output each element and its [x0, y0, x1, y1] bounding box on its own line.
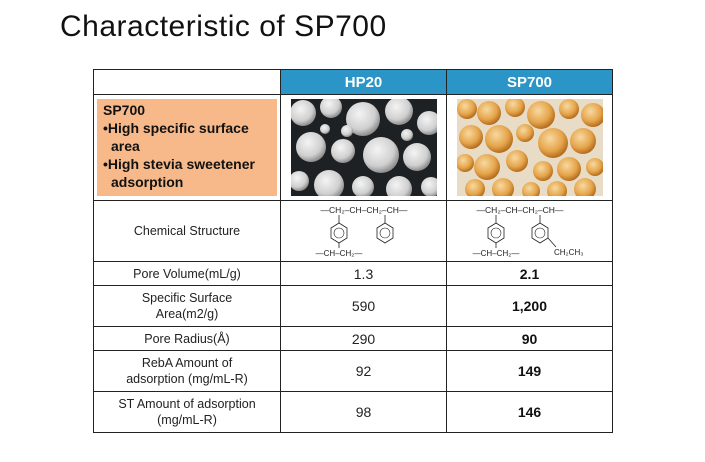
- intro-cell: SP700 •High specific surface area •High …: [93, 94, 281, 201]
- sp700-image-cell: [446, 94, 613, 201]
- hp20-value: 590: [280, 285, 447, 327]
- sp700-value: 2.1: [446, 261, 613, 286]
- intro-bullet-2: •High stevia sweetener adsorption: [103, 156, 255, 190]
- sp700-backbone-text: —CH₂–CH–CH₂–CH—: [476, 205, 563, 215]
- row-label-text: RebA Amount of adsorption (mg/mL-R): [126, 356, 248, 386]
- hp20-backbone-text: —CH₂–CH–CH₂–CH—: [320, 205, 407, 215]
- table-row: Specific Surface Area(m2/g) 590 1,200: [93, 285, 613, 327]
- hp20-structure-cell: —CH₂–CH–CH₂–CH— —CH–CH₂—: [280, 200, 447, 262]
- chemical-structure-label: Chemical Structure: [93, 200, 281, 262]
- column-header-hp20: HP20: [280, 69, 447, 95]
- hp20-value: 1.3: [280, 261, 447, 286]
- page-title: Characteristic of SP700: [60, 10, 387, 43]
- intro-bullet-1: •High specific surface area: [103, 120, 249, 154]
- sp700-value: 146: [446, 391, 613, 433]
- row-label: Pore Radius(Å): [93, 326, 281, 351]
- table-row: Pore Volume(mL/g) 1.3 2.1: [93, 261, 613, 286]
- hp20-value: 92: [280, 350, 447, 392]
- spec-table: HP20 SP700 SP700 •High specific surface …: [93, 69, 613, 433]
- table-row: ST Amount of adsorption (mg/mL-R) 98 146: [93, 391, 613, 433]
- sp700-sub-text: —CH–CH₂—: [472, 249, 519, 258]
- hp20-bead-photo: [290, 99, 437, 196]
- hp20-structure-diagram: —CH₂–CH–CH₂–CH— —CH–CH₂—: [315, 205, 407, 258]
- row-label: Pore Volume(mL/g): [93, 261, 281, 286]
- row-label: RebA Amount of adsorption (mg/mL-R): [93, 350, 281, 392]
- column-header-sp700: SP700: [446, 69, 613, 95]
- hp20-sub-text: —CH–CH₂—: [315, 249, 362, 258]
- table-row: Pore Radius(Å) 290 90: [93, 326, 613, 351]
- sp700-structure-diagram: —CH₂–CH–CH₂–CH— —CH–CH₂— CH₂CH₃: [472, 205, 583, 258]
- table-header-row: HP20 SP700: [93, 69, 613, 95]
- table-row: RebA Amount of adsorption (mg/mL-R) 92 1…: [93, 350, 613, 392]
- row-label-text: Specific Surface Area(m2/g): [141, 291, 233, 321]
- intro-heading: SP700: [103, 102, 146, 118]
- header-blank-cell: [93, 69, 281, 95]
- row-label: Specific Surface Area(m2/g): [93, 285, 281, 327]
- sp700-ethyl-text: CH₂CH₃: [554, 248, 583, 257]
- chemical-structure-row: Chemical Structure —CH₂–CH–CH₂–CH— —CH–C…: [93, 200, 613, 262]
- sp700-value: 90: [446, 326, 613, 351]
- hp20-value: 98: [280, 391, 447, 433]
- image-row: SP700 •High specific surface area •High …: [93, 94, 613, 201]
- sp700-value: 149: [446, 350, 613, 392]
- hp20-value: 290: [280, 326, 447, 351]
- sp700-value: 1,200: [446, 285, 613, 327]
- row-label: ST Amount of adsorption (mg/mL-R): [93, 391, 281, 433]
- sp700-bead-photo: [456, 99, 603, 196]
- sp700-structure-cell: —CH₂–CH–CH₂–CH— —CH–CH₂— CH₂CH₃: [446, 200, 613, 262]
- intro-box: SP700 •High specific surface area •High …: [97, 99, 277, 196]
- hp20-image-cell: [280, 94, 447, 201]
- row-label-text: ST Amount of adsorption (mg/mL-R): [118, 397, 256, 427]
